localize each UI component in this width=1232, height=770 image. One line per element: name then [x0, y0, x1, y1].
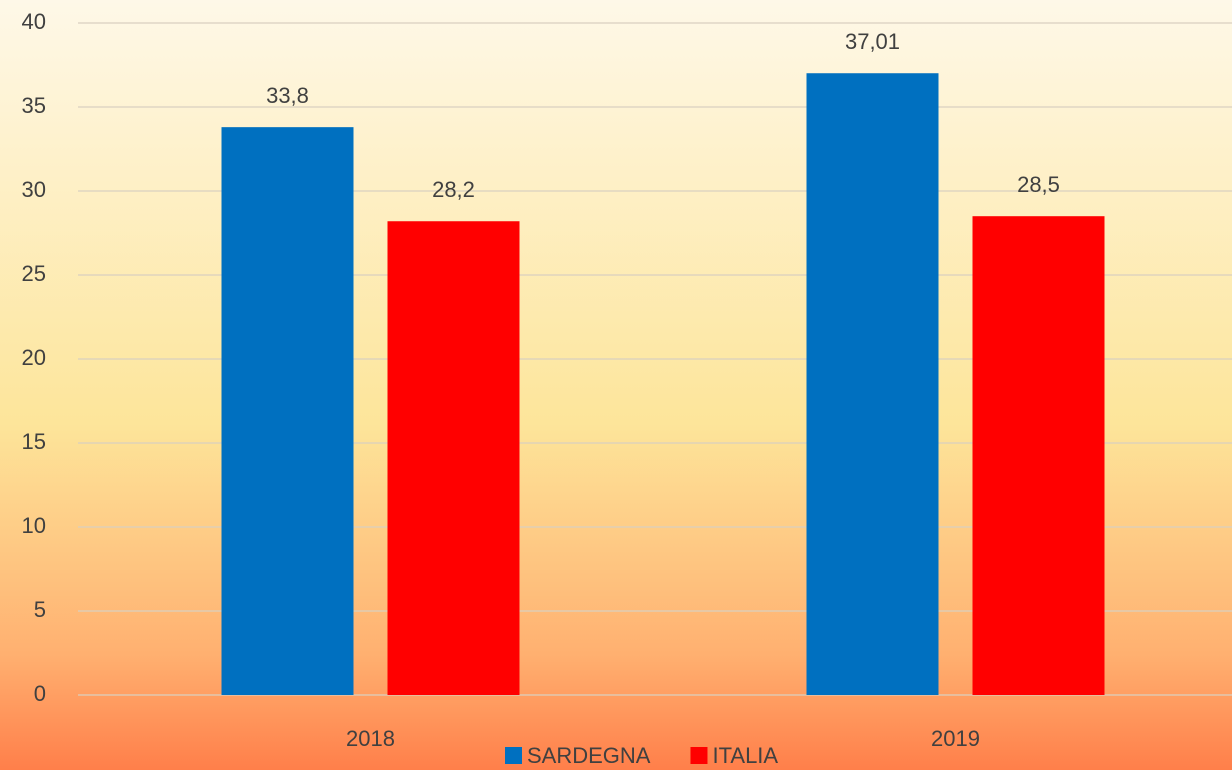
y-tick-label: 35: [22, 93, 46, 118]
bar: [387, 221, 520, 696]
value-label: 28,5: [1017, 172, 1060, 197]
y-tick-label: 0: [34, 681, 46, 706]
value-label: 28,2: [432, 177, 475, 202]
legend-label: SARDEGNA: [527, 743, 651, 768]
y-tick-label: 40: [22, 9, 46, 34]
legend-label: ITALIA: [712, 743, 778, 768]
y-tick-label: 15: [22, 429, 46, 454]
y-tick-label: 5: [34, 597, 46, 622]
bar: [972, 216, 1105, 695]
legend-swatch: [505, 747, 522, 764]
bar: [221, 127, 354, 695]
legend-swatch: [690, 747, 708, 764]
x-tick-label: 2018: [346, 726, 395, 751]
y-tick-label: 20: [22, 345, 46, 370]
value-label: 33,8: [266, 83, 309, 108]
x-tick-label: 2019: [931, 726, 980, 751]
y-tick-label: 25: [22, 261, 46, 286]
value-label: 37,01: [845, 29, 900, 54]
bar: [806, 73, 939, 696]
y-tick-label: 10: [22, 513, 46, 538]
y-tick-label: 30: [22, 177, 46, 202]
